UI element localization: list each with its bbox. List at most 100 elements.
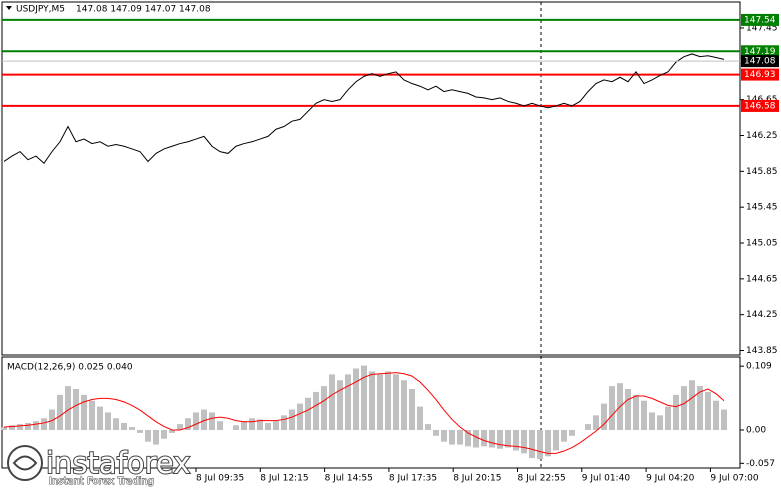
histogram-bar	[433, 429, 439, 436]
histogram-bar	[73, 389, 79, 430]
histogram-bar	[233, 425, 239, 430]
histogram-bar	[385, 371, 391, 430]
histogram-bar	[409, 389, 415, 430]
histogram-bar	[105, 412, 111, 430]
histogram-bar	[673, 394, 679, 430]
level-label-box	[741, 45, 779, 58]
histogram-bar	[633, 394, 639, 430]
histogram-bar	[257, 419, 263, 430]
histogram-bar	[473, 429, 479, 448]
y-tick-label: 144.65	[746, 274, 778, 284]
histogram-bar	[289, 409, 295, 430]
histogram-bar	[169, 429, 175, 433]
histogram-bar	[441, 429, 447, 442]
histogram-bar	[353, 368, 359, 430]
level-label-box	[741, 13, 779, 26]
histogram-bar	[505, 429, 511, 448]
histogram-bar	[329, 374, 335, 430]
histogram-bar	[401, 380, 407, 430]
y-tick-label: 0.00	[746, 425, 766, 435]
watermark-tagline: Instant Forex Trading	[49, 476, 154, 487]
histogram-bar	[361, 365, 367, 430]
signal-line	[3, 372, 725, 454]
macd-pane	[1, 356, 741, 469]
histogram-bar	[201, 409, 207, 430]
histogram-bar	[249, 418, 255, 430]
histogram-bar	[41, 418, 47, 430]
marks: 147.45146.65146.25145.85145.45145.05144.…	[1, 13, 779, 484]
histogram-bar	[425, 424, 431, 430]
histogram-bar	[25, 422, 31, 430]
level-label: 146.93	[744, 70, 776, 80]
level-label: 147.54	[744, 15, 776, 25]
x-tick-label: 8 Jul 20:15	[453, 474, 501, 484]
histogram-bar	[265, 422, 271, 430]
histogram-bar	[217, 421, 223, 430]
histogram-bar	[705, 391, 711, 430]
logo-circle	[7, 445, 43, 481]
x-tick-label: 9 Jul 04:20	[646, 474, 695, 484]
histogram-bar	[721, 409, 727, 430]
level-label: 146.58	[744, 101, 776, 111]
macd-title: MACD(12,26,9) 0.025 0.040	[7, 363, 133, 373]
y-tick-label: 145.05	[746, 239, 778, 249]
x-tick-label: 8 Jul 09:35	[196, 474, 244, 484]
histogram-bar	[665, 406, 671, 430]
histogram-bar	[689, 380, 695, 430]
histogram-bar	[65, 386, 71, 430]
y-tick-label: 144.25	[746, 310, 778, 320]
histogram-bar	[17, 424, 23, 430]
histogram-bar	[161, 429, 167, 439]
y-tick-label: 143.85	[746, 346, 778, 356]
histogram-bar	[649, 412, 655, 430]
y-tick-label: 146.25	[746, 131, 778, 141]
histogram-bar	[89, 400, 95, 430]
y-tick-label: -0.057	[746, 459, 775, 469]
histogram-bar	[569, 429, 575, 436]
histogram-bar	[137, 429, 143, 433]
histogram-bar	[657, 415, 663, 430]
histogram-bar	[1, 427, 7, 430]
histogram-bar	[601, 403, 607, 430]
x-tick-label: 9 Jul 01:40	[582, 474, 631, 484]
y-tick-label: 147.45	[746, 23, 778, 33]
menu-arrow	[6, 6, 12, 10]
histogram-bar	[681, 386, 687, 430]
histogram-bar	[145, 429, 151, 442]
histogram-bar	[345, 374, 351, 430]
histogram-bar	[81, 394, 87, 430]
histogram-bar	[593, 415, 599, 430]
histogram-bar	[33, 421, 39, 430]
histogram-bar	[177, 424, 183, 430]
x-tick-label: 9 Jul 07:00	[710, 474, 759, 484]
histogram-bar	[57, 394, 63, 430]
histogram-bar	[9, 425, 15, 430]
y-tick-label: 145.85	[746, 167, 778, 177]
histogram-bar	[545, 429, 551, 457]
last-price-label: 147.08	[744, 57, 776, 67]
histogram-bar	[465, 429, 471, 447]
histogram-bar	[337, 380, 343, 430]
histogram-bar	[97, 406, 103, 430]
histogram-bar	[281, 415, 287, 430]
histogram-bar	[457, 429, 463, 445]
histogram-bar	[369, 371, 375, 430]
histogram-bar	[377, 374, 383, 430]
y-tick-label: 0.109	[746, 362, 772, 372]
histogram-bar	[313, 391, 319, 430]
histogram-bar	[561, 429, 567, 442]
histogram-bar	[609, 386, 615, 430]
symbol: USDJPY,M5	[16, 5, 65, 15]
histogram-bar	[521, 429, 527, 454]
histogram-bar	[209, 412, 215, 430]
histogram-bar	[513, 429, 519, 451]
level-label: 147.19	[744, 47, 776, 57]
price-pane	[1, 1, 741, 356]
histogram-bar	[641, 400, 647, 430]
histogram-bar	[321, 386, 327, 430]
histogram-bar	[49, 409, 55, 430]
x-tick-label: 8 Jul 17:35	[389, 474, 437, 484]
histogram-bar	[713, 400, 719, 430]
x-tick-label: 8 Jul 14:55	[325, 474, 373, 484]
